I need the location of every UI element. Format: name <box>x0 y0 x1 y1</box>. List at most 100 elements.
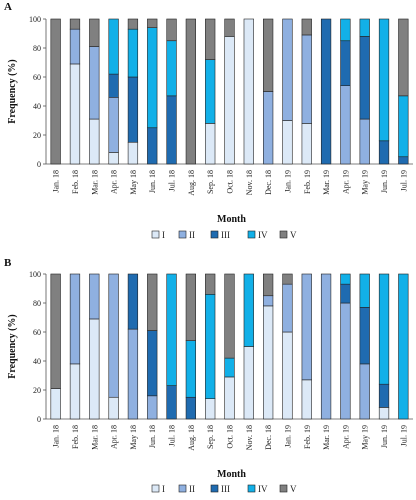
x-tick-label: May 19 <box>361 170 370 195</box>
x-tick-label: Nov. 18 <box>245 425 254 450</box>
bar-segment-ii-may-18 <box>127 328 139 420</box>
bar-segment-iv-aug-18 <box>185 340 196 398</box>
bar-segment-iv-jul-19 <box>398 95 409 158</box>
x-tick-label: Jun. 18 <box>148 170 157 193</box>
bar-segment-i-feb-18 <box>69 63 81 165</box>
y-tick-label: 100 <box>29 270 41 279</box>
bar-segment-iv-jul-18 <box>166 40 177 97</box>
bar-segment-i-feb-19 <box>301 379 312 420</box>
bar-segment-i-nov-18 <box>243 346 254 420</box>
legend-swatch <box>210 484 219 493</box>
x-tick-label: Apr. 18 <box>110 425 119 449</box>
legend-item: II <box>178 484 195 494</box>
bar-segment-v-feb-18 <box>69 18 81 30</box>
legend-item: V <box>279 484 297 494</box>
bar-segment-i-may-18 <box>127 141 139 165</box>
legend-swatch <box>178 230 187 239</box>
legend-swatch <box>210 230 219 239</box>
bar-segment-v-jul-19 <box>398 18 409 97</box>
legend-label: II <box>189 230 195 240</box>
x-tick-label: Sep. 18 <box>206 170 215 194</box>
bar-segment-ii-feb-19 <box>301 273 312 381</box>
bar-segment-iv-apr-18 <box>108 18 119 75</box>
legend-swatch <box>279 484 288 493</box>
bar-segment-iv-jun-19 <box>378 273 390 385</box>
bar-segment-i-jan-19 <box>282 331 293 420</box>
bar-segment-i-jan-18 <box>50 388 61 420</box>
x-tick-label: Jul. 18 <box>168 425 177 446</box>
legend-label: IV <box>258 230 268 240</box>
x-tick-label: Jul. 18 <box>168 170 177 191</box>
bar-segment-iv-jul-18 <box>166 273 177 386</box>
bar-segment-v-aug-18 <box>185 273 196 341</box>
panel-label: B <box>4 257 12 269</box>
x-tick-label: Apr. 19 <box>341 425 350 449</box>
y-tick-label: 40 <box>33 102 41 111</box>
bar-segment-i-nov-18 <box>243 18 254 165</box>
bar-segment-ii-dec-18 <box>263 295 274 307</box>
bar-segment-iv-jun-19 <box>378 18 390 142</box>
x-tick-label: Oct. 18 <box>226 170 235 194</box>
legend-label: II <box>189 484 195 494</box>
bar-segment-ii-dec-18 <box>263 91 274 165</box>
bar-segment-v-oct-18 <box>224 18 235 37</box>
bar-segment-iv-apr-19 <box>340 18 351 42</box>
x-axis-label: Month <box>217 214 246 225</box>
bar-segment-v-sep-18 <box>205 18 216 60</box>
bar-segment-iv-jul-19 <box>398 273 409 420</box>
bar-segment-i-apr-18 <box>108 152 119 165</box>
bar-segment-v-jan-19 <box>282 273 293 285</box>
bar-segment-iii-may-19 <box>359 307 370 365</box>
bar-segment-ii-feb-18 <box>69 273 81 365</box>
bar-segment-iv-nov-18 <box>243 273 254 347</box>
chart-panel-B: B 0 20 40 60 80 100 Frequency (%) Jan. 18 Feb. 18… <box>4 257 413 494</box>
bar-segment-iv-oct-18 <box>224 357 235 378</box>
legend-swatch <box>178 484 187 493</box>
bar-segment-v-jan-18 <box>50 273 61 389</box>
bar-segment-iii-mar-19 <box>320 18 332 165</box>
y-tick-label: 60 <box>33 328 41 337</box>
x-tick-label: Jan. 18 <box>52 425 61 448</box>
x-tick-label: Oct. 18 <box>226 425 235 449</box>
legend-label: V <box>290 484 297 494</box>
legend-item: II <box>178 230 195 240</box>
x-tick-label: Dec. 18 <box>264 425 273 450</box>
x-tick-label: Jun. 19 <box>380 425 389 448</box>
bar-segment-v-feb-19 <box>301 18 312 36</box>
x-axis-label: Month <box>217 469 246 480</box>
legend-label: I <box>162 484 165 494</box>
legend-swatch <box>151 230 160 239</box>
bar-segment-i-feb-18 <box>69 363 81 420</box>
bar-segment-iii-jun-19 <box>378 140 390 165</box>
bar-segment-ii-apr-18 <box>108 273 119 398</box>
x-tick-label: Jan. 19 <box>283 425 292 448</box>
bar-segment-iii-jul-18 <box>166 95 177 165</box>
bar-segment-iii-apr-18 <box>108 73 119 98</box>
bar-segment-i-sep-18 <box>205 398 216 420</box>
x-tick-label: Feb. 18 <box>71 170 80 194</box>
bar-segment-i-mar-18 <box>89 118 100 165</box>
legend-item: V <box>279 230 297 240</box>
x-tick-label: Jul. 19 <box>399 425 408 446</box>
bar-segment-v-jun-18 <box>147 18 158 28</box>
y-tick-label: 20 <box>33 386 41 395</box>
legend-swatch <box>247 230 256 239</box>
x-tick-label: Jun. 19 <box>380 170 389 193</box>
bar-segment-iii-jul-19 <box>398 156 409 165</box>
bar-segment-i-mar-18 <box>89 318 100 420</box>
x-tick-label: Mar. 18 <box>90 425 99 450</box>
bar-segment-ii-may-19 <box>359 363 370 420</box>
bar-segment-v-dec-18 <box>263 18 274 92</box>
bar-segment-iv-may-19 <box>359 18 370 37</box>
bar-segment-iv-may-19 <box>359 273 370 308</box>
y-tick-label: 20 <box>33 131 41 140</box>
bar-segment-ii-mar-19 <box>320 273 332 420</box>
bar-segment-iii-jun-18 <box>147 127 158 165</box>
x-tick-label: Jul. 19 <box>399 170 408 191</box>
bar-segment-i-oct-18 <box>224 376 235 420</box>
bar-segment-ii-apr-19 <box>340 302 351 420</box>
bar-segment-iii-apr-19 <box>340 40 351 87</box>
bar-segment-v-jul-18 <box>166 18 177 42</box>
x-tick-label: Jun. 18 <box>148 425 157 448</box>
y-tick-label: 60 <box>33 73 41 82</box>
